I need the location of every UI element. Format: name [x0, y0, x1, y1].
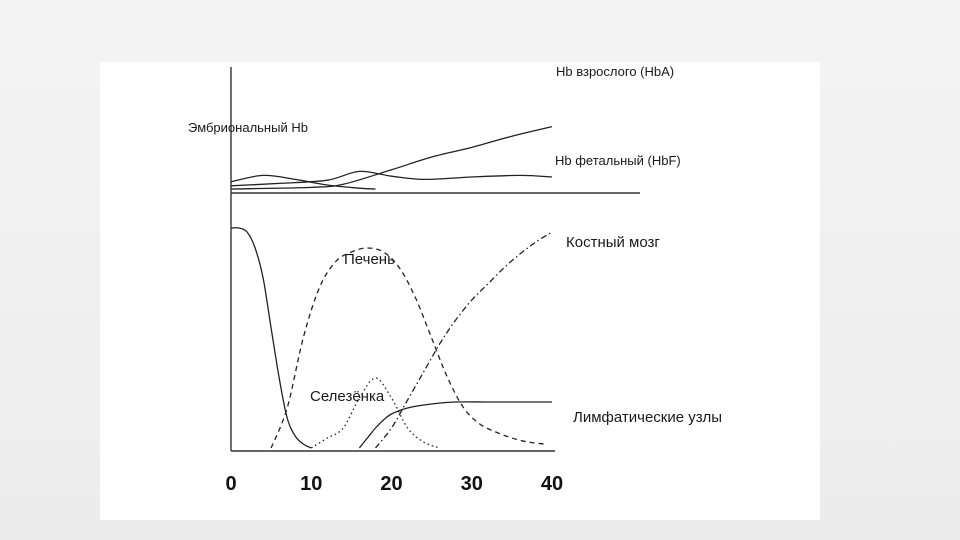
hematopoiesis-chart: Hb взрослого (HbA) Эмбриональный Hb Hb ф… — [188, 64, 722, 495]
top-series-group — [230, 125, 553, 190]
x-tick-label-0: 0 — [225, 473, 236, 495]
label-spleen: Селезёнка — [310, 388, 385, 405]
x-tick-group: 0 10 20 30 40 — [225, 473, 563, 495]
label-liver: Печень — [344, 251, 395, 268]
label-hbf: Hb фетальный (HbF) — [555, 153, 681, 168]
x-tick-label-40: 40 — [541, 473, 563, 495]
label-hba: Hb взрослого (HbA) — [556, 64, 674, 79]
x-tick-label-10: 10 — [300, 473, 322, 495]
label-embryonic-hb: Эмбриональный Hb — [188, 120, 308, 135]
figure-panel: Hb взрослого (HbA) Эмбриональный Hb Hb ф… — [100, 62, 820, 520]
bottom-series-3-line — [358, 401, 552, 449]
top-series-2-line — [230, 125, 553, 190]
bottom-series-4-line — [230, 227, 312, 449]
label-bone-marrow: Костный мозг — [566, 234, 660, 251]
top-series-1-line — [230, 170, 553, 187]
x-tick-label-30: 30 — [461, 473, 483, 495]
bottom-series-2-line — [374, 231, 553, 449]
bottom-series-1-line — [270, 247, 545, 449]
bottom-series-group — [230, 227, 553, 449]
x-tick-label-20: 20 — [380, 473, 402, 495]
label-lymph-nodes: Лимфатические узлы — [573, 409, 722, 426]
